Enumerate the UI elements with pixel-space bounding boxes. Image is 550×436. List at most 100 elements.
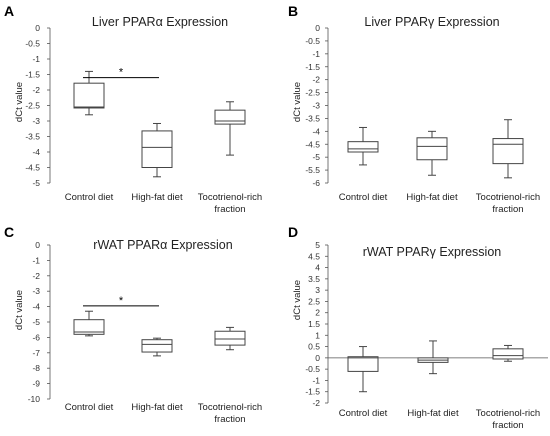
panel-c-box-1 [141,337,173,357]
panel-c-label: C [4,224,14,240]
panel-b-title: Liver PPARγ Expression [364,15,499,29]
panel-a: A Liver PPARα Expression dCt value 0 -0.5… [4,3,262,215]
panel-b-box-0-iqr [347,141,379,153]
panel-c-plot: 0 -1 -2 -3 -4 -5 -6 -7 -8 -9 -10 * [28,240,246,404]
panel-a-box-1 [141,122,173,178]
panel-c-significance-star: * [119,295,124,307]
panel-d-box-0-iqr [347,356,379,372]
panel-b-y-tick-label: -1 [312,49,320,59]
panel-a-y-tick-label: -5 [32,178,40,188]
panel-d-y-tick-label: -2 [312,398,320,408]
panel-a-y-tick-label: -3 [32,116,40,126]
panel-b-box-1 [416,130,448,176]
panel-c-y-tick-label: -2 [32,271,40,281]
panel-b-box-2 [492,119,524,179]
panel-b-y-tick-label: -4 [312,126,320,136]
panel-a-y-tick-label: -4 [32,147,40,157]
panel-b-category-2-line-2: fraction [492,204,523,215]
panel-a-box-1-iqr [141,130,173,168]
panel-a-title: Liver PPARα Expression [92,15,228,29]
panel-b-category-2: Tocotrienol-rich fraction [476,192,540,215]
panel-d-y-tick-label: 3 [315,285,320,295]
panel-b-y-tick-label: -1.5 [305,62,320,72]
panel-b-y-tick-label: -5.5 [305,165,320,175]
panel-d-y-tick-label: -1 [312,375,320,385]
panel-d-y-tick-label: -1.5 [305,387,320,397]
panel-a-category-2: Tocotrienol-rich fraction [198,192,262,215]
panel-b-label: B [288,3,298,19]
panel-c-category-2: Tocotrienol-rich fraction [198,402,262,425]
panel-d-y-tick-label: 2.5 [308,296,320,306]
panel-c-y-tick-label: 0 [35,240,40,250]
panel-c-y-tick-label: -10 [28,394,41,404]
panel-d-category-2-line-2: fraction [492,420,523,431]
panel-a-y-tick-label: -1 [32,54,40,64]
panel-d-y-tick-label: 2 [315,308,320,318]
panel-b-category-0: Control diet [339,192,388,203]
panel-b-y-tick-label: -3.5 [305,113,320,123]
panel-d-y-tick-label: 0 [315,353,320,363]
panel-d-category-1: High-fat diet [407,408,459,419]
panel-b-y-tick-label: -2 [312,75,320,85]
panel-c-y-tick-label: -4 [32,302,40,312]
panel-d-label: D [288,224,298,240]
panel-d-y-tick-label: 1 [315,330,320,340]
panel-b: B Liver PPARγ Expression dCt value 0 -0.5… [288,3,540,215]
panel-d-y-tick-label: 0.5 [308,342,320,352]
panel-d-y-tick-label: 3.5 [308,274,320,284]
panel-b-box-0 [347,126,379,166]
panel-b-ylabel: dCt value [292,82,303,122]
panel-c-y-tick-label: -7 [32,348,40,358]
panel-d-ylabel: dCt value [292,280,303,320]
panel-d-y-tick-label: 5 [315,240,320,250]
panel-d-box-2-iqr [492,348,524,360]
panel-c-box-2-iqr [214,330,246,346]
panel-d-category-2: Tocotrienol-rich fraction [476,408,540,431]
panel-a-y-tick-label: -2.5 [25,101,40,111]
panel-a-y-tick-label: 0 [35,23,40,33]
panel-b-category-1: High-fat diet [406,192,458,203]
panel-c: C rWAT PPARα Expression dCt value 0 -1 -2 -… [4,224,262,425]
panel-d-box-2 [492,344,524,362]
panel-a-significance-star: * [119,67,124,79]
panel-d-box-1 [417,340,449,375]
panel-b-y-tick-label: -4.5 [305,139,320,149]
panel-c-y-tick-label: -5 [32,317,40,327]
panel-a-y-tick-label: -0.5 [25,39,40,49]
panel-a-box-2 [214,101,246,156]
panel-a-category-0: Control diet [65,192,114,203]
panel-c-ylabel: dCt value [14,290,25,330]
panel-c-box-0-iqr [73,319,105,335]
panel-a-ylabel: dCt value [14,82,25,122]
panel-a-category-1: High-fat diet [131,192,183,203]
panel-c-category-2-line-1: Tocotrienol-rich [198,402,262,413]
panel-b-box-1-iqr [416,137,448,161]
panel-a-y-tick-label: -4.5 [25,163,40,173]
panel-a-plot: 0 -0.5 -1 -1.5 -2 -2.5 -3 -3.5 -4 -4.5 -5 * [25,23,246,188]
panel-c-y-tick-label: -9 [32,379,40,389]
panel-a-category-2-line-1: Tocotrienol-rich [198,192,262,203]
panel-b-category-2-line-1: Tocotrienol-rich [476,192,540,203]
panel-b-y-tick-label: -5 [312,152,320,162]
panel-a-label: A [4,3,14,19]
panel-d-title: rWAT PPARγ Expression [363,245,502,259]
panel-d-plot: 54.5 43.532.5 21.51 0.50-0.5-1 -1.5-2 [305,240,548,408]
panel-a-y-tick-label: -3.5 [25,132,40,142]
panel-c-title: rWAT PPARα Expression [93,238,232,252]
panel-a-category-2-line-2: fraction [214,204,245,215]
panel-d-category-0: Control diet [339,408,388,419]
panel-c-y-tick-label: -1 [32,255,40,265]
panel-a-y-tick-label: -2 [32,85,40,95]
panel-b-y-tick-label: -3 [312,101,320,111]
panel-b-y-tick-label: 0 [315,23,320,33]
panel-c-box-1-iqr [141,339,173,353]
panel-c-box-2 [214,326,246,351]
panel-c-y-tick-label: -6 [32,332,40,342]
panel-c-category-1: High-fat diet [131,402,183,413]
panel-c-y-tick-label: -3 [32,286,40,296]
panel-d-y-tick-label: 1.5 [308,319,320,329]
panel-c-y-tick-label: -8 [32,363,40,373]
panel-c-category-2-line-2: fraction [214,414,245,425]
panel-a-box-0-iqr [73,82,105,109]
